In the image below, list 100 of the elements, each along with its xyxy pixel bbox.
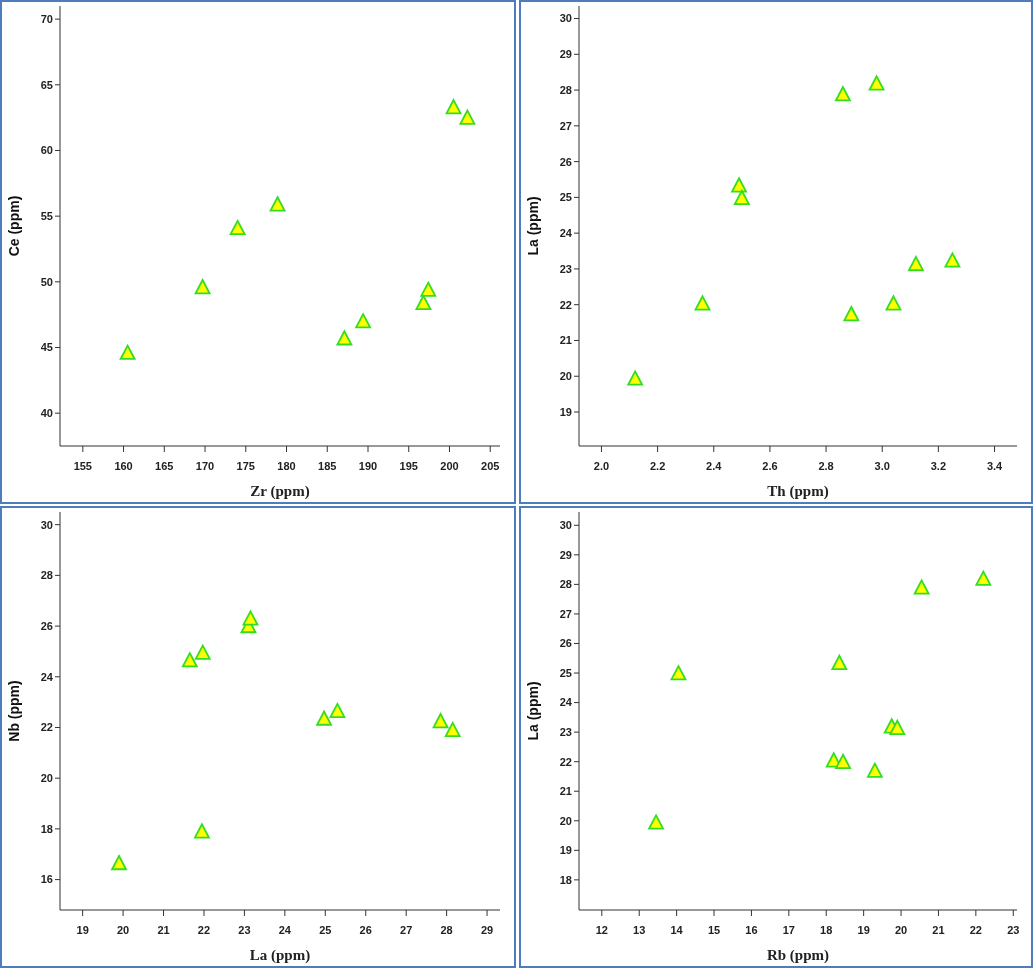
y-tick-label: 70 xyxy=(40,13,53,26)
x-tick-label: 24 xyxy=(278,923,292,936)
x-axis-title: Zr (ppm) xyxy=(250,483,310,500)
y-axis-title: La (ppm) xyxy=(524,681,541,741)
x-tick-label: 180 xyxy=(277,459,296,472)
point xyxy=(975,570,992,586)
y-tick-label: 26 xyxy=(559,637,572,650)
y-tick-label: 24 xyxy=(559,696,573,709)
x-tick-label: 22 xyxy=(969,923,982,936)
x-tick-label: 22 xyxy=(197,923,211,936)
x-tick-label: 3.4 xyxy=(986,459,1004,472)
point xyxy=(119,344,136,360)
point xyxy=(444,721,461,738)
y-tick-label: 30 xyxy=(40,518,53,531)
x-tick-label: 2.6 xyxy=(762,459,778,472)
x-tick-label: 190 xyxy=(358,459,378,472)
x-tick-label: 160 xyxy=(114,459,133,472)
x-tick-label: 2.2 xyxy=(649,459,666,472)
point xyxy=(913,579,930,595)
y-axis-title: Nb (ppm) xyxy=(5,680,22,742)
x-tick-label: 2.4 xyxy=(706,459,723,472)
point xyxy=(229,219,246,236)
y-tick-label: 22 xyxy=(40,721,53,734)
x-tick-label: 23 xyxy=(1007,923,1020,936)
y-tick-label: 26 xyxy=(40,619,53,632)
y-tick-label: 20 xyxy=(559,370,572,383)
point xyxy=(944,252,961,268)
y-tick-label: 27 xyxy=(559,607,572,620)
y-tick-label: 18 xyxy=(559,873,572,886)
y-tick-label: 60 xyxy=(40,144,53,157)
y-tick-label: 29 xyxy=(559,548,572,561)
x-tick-label: 25 xyxy=(319,923,332,936)
point xyxy=(415,294,432,310)
x-tick-label: 3.0 xyxy=(874,459,890,472)
y-tick-label: 22 xyxy=(559,298,572,311)
y-tick-label: 27 xyxy=(559,119,572,132)
y-tick-label: 18 xyxy=(40,822,53,835)
point xyxy=(868,75,885,91)
x-tick-label: 19 xyxy=(76,923,89,936)
y-tick-label: 20 xyxy=(40,772,53,785)
y-tick-label: 22 xyxy=(559,755,572,768)
x-tick-label: 20 xyxy=(894,923,908,936)
x-axis-title: Rb (ppm) xyxy=(766,947,830,964)
point xyxy=(420,281,437,297)
point xyxy=(355,313,372,329)
x-tick-label: 20 xyxy=(116,923,130,936)
point xyxy=(269,196,286,212)
point xyxy=(694,295,711,311)
x-tick-label: 170 xyxy=(195,459,215,472)
y-tick-label: 28 xyxy=(559,83,572,96)
y-tick-label: 65 xyxy=(40,78,53,91)
point xyxy=(194,644,211,660)
point xyxy=(831,654,848,670)
x-tick-label: 155 xyxy=(73,459,92,472)
x-tick-label: 200 xyxy=(440,459,459,472)
y-tick-label: 25 xyxy=(559,666,572,679)
point xyxy=(316,710,332,726)
x-tick-label: 165 xyxy=(155,459,174,472)
x-tick-label: 12 xyxy=(595,923,608,936)
y-tick-label: 40 xyxy=(40,407,53,420)
y-tick-label: 24 xyxy=(40,670,54,683)
point xyxy=(731,177,747,193)
x-tick-label: 16 xyxy=(745,923,758,936)
x-tick-label: 3.2 xyxy=(930,459,947,472)
y-tick-label: 29 xyxy=(559,48,572,61)
y-tick-label: 16 xyxy=(40,873,53,886)
y-tick-label: 23 xyxy=(559,726,572,739)
x-tick-label: 2.8 xyxy=(818,459,834,472)
x-tick-label: 18 xyxy=(820,923,833,936)
point xyxy=(835,86,851,102)
x-tick-label: 21 xyxy=(157,923,170,936)
x-tick-label: 205 xyxy=(481,459,500,472)
y-tick-label: 24 xyxy=(559,227,573,240)
y-tick-label: 23 xyxy=(559,262,572,275)
x-tick-label: 26 xyxy=(359,923,372,936)
x-tick-label: 29 xyxy=(480,923,494,936)
x-tick-label: 15 xyxy=(707,923,721,936)
point xyxy=(908,256,924,272)
x-tick-label: 27 xyxy=(400,923,413,936)
y-tick-label: 21 xyxy=(559,785,572,798)
point xyxy=(889,719,906,735)
y-tick-label: 30 xyxy=(559,519,572,532)
y-tick-label: 21 xyxy=(559,334,572,347)
point xyxy=(648,814,664,830)
x-tick-label: 28 xyxy=(440,923,453,936)
y-axis-title: Ce (ppm) xyxy=(5,195,22,257)
x-tick-label: 175 xyxy=(236,459,255,472)
x-tick-label: 185 xyxy=(318,459,337,472)
x-tick-label: 14 xyxy=(670,923,684,936)
point xyxy=(181,652,198,668)
y-tick-label: 28 xyxy=(559,578,572,591)
x-tick-label: 21 xyxy=(932,923,945,936)
point xyxy=(835,753,851,769)
point xyxy=(194,279,211,295)
point xyxy=(670,665,687,681)
x-tick-label: 19 xyxy=(857,923,870,936)
y-tick-label: 19 xyxy=(559,844,572,857)
point xyxy=(432,713,449,729)
point xyxy=(459,109,476,125)
y-tick-label: 50 xyxy=(40,275,53,288)
